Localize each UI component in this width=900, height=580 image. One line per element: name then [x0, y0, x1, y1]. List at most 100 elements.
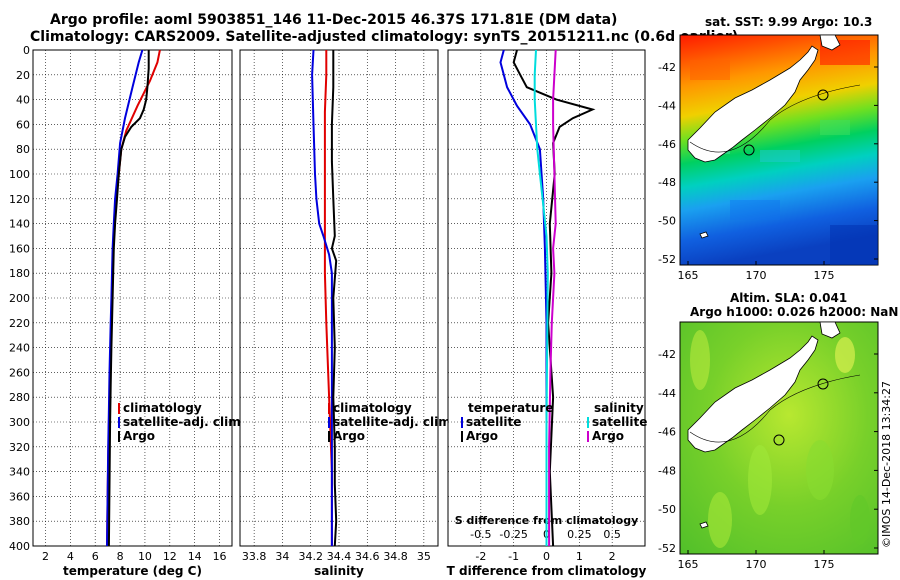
y-tick-label: 120	[9, 193, 30, 206]
x-tick-label: 2	[42, 550, 49, 563]
series-line-satellite-adj-clim-	[311, 49, 333, 546]
series-line-argo	[107, 50, 150, 547]
series-line-s-satellite	[533, 49, 549, 546]
sst-land-north-island	[819, 34, 841, 51]
sst-map: 165 170 175 -42 -44 -46 -48 -50 -52	[658, 34, 879, 282]
x-tick-label: 34.6	[355, 550, 380, 563]
map-x-tick-label: 170	[746, 558, 767, 571]
sla-map-title-line1: Altim. SLA: 0.041	[730, 291, 848, 305]
sst-isobath	[689, 84, 861, 153]
legend-title: temperature	[468, 401, 553, 415]
map-x-tick-label: 165	[678, 269, 699, 282]
profile-panel-1: 2 4 6 8 10 12 14 160204060801001201401601802002…	[9, 44, 245, 578]
map-y-tick-label: -48	[658, 464, 676, 477]
sst-map-title: sat. SST: 9.99 Argo: 10.3	[705, 15, 873, 29]
top-tick-label: -0.25	[499, 528, 527, 541]
y-tick-label: 200	[9, 292, 30, 305]
legend-label: Argo	[592, 429, 624, 443]
legend-label: climatology	[333, 401, 412, 415]
sst-land-south-island	[687, 45, 819, 163]
y-tick-label: 60	[16, 118, 30, 131]
x-tick-label: 4	[67, 550, 74, 563]
legend-label: satellite-adj. clim.	[333, 415, 455, 429]
x-tick-label: 10	[138, 550, 152, 563]
legend-label: satellite	[466, 415, 521, 429]
x-tick-label: 16	[213, 550, 227, 563]
y-tick-label: 40	[16, 94, 30, 107]
sla-axis-ticks: 165 170 175 -42 -44 -46 -48 -50 -52	[658, 348, 878, 571]
figure-title-line1: Argo profile: aoml 5903851_146 11-Dec-20…	[50, 12, 618, 28]
y-tick-label: 280	[9, 391, 30, 404]
x-tick-label: 34.4	[327, 550, 352, 563]
top-tick-label: 0.5	[603, 528, 621, 541]
sla-land-south-island	[687, 335, 819, 453]
map-y-tick-label: -48	[658, 176, 676, 189]
x-tick-label: 34.2	[298, 550, 323, 563]
sst-map-texture	[690, 40, 878, 265]
profile-panels: 2 4 6 8 10 12 14 160204060801001201401601802002…	[9, 44, 647, 578]
y-tick-label: 220	[9, 317, 30, 330]
sst-axis-ticks: 165 170 175 -42 -44 -46 -48 -50 -52	[658, 61, 878, 282]
imos-credit: ©IMOS 14-Dec-2018 13:34:27	[880, 381, 893, 548]
map-x-tick-label: 170	[746, 269, 767, 282]
map-x-tick-label: 175	[814, 269, 835, 282]
sla-map: 165 170 175 -42 -44 -46 -48 -50 -52	[658, 321, 879, 571]
map-y-tick-label: -50	[658, 215, 676, 228]
profile-panel-2: 33.8 34 34.2 34.4 34.6 34.8 35 salinity climatol…	[239, 49, 455, 578]
series-line-argo	[330, 50, 338, 547]
x-tick-label: 2	[609, 550, 616, 563]
legend-label: Argo	[123, 429, 155, 443]
top-tick-label: 0.25	[567, 528, 592, 541]
x-tick-label: 14	[188, 550, 202, 563]
x-tick-label: -2	[475, 550, 486, 563]
x-tick-label: 34.8	[383, 550, 408, 563]
x-axis-label: salinity	[314, 564, 364, 578]
series-line-satellite-adj-clim-	[106, 49, 144, 547]
x-tick-label: -1	[508, 550, 519, 563]
series-line-s-argo	[548, 49, 557, 546]
x-axis-label: temperature (deg C)	[63, 564, 202, 578]
map-y-tick-label: -46	[658, 138, 676, 151]
legend-label: satellite-adj. clim.	[123, 415, 245, 429]
x-tick-label: 12	[163, 550, 177, 563]
sla-map-texture	[690, 330, 870, 548]
map-y-tick-label: -42	[658, 61, 676, 74]
sla-contour-marker	[817, 378, 829, 390]
y-tick-label: 160	[9, 242, 30, 255]
sst-land-stewart-island	[699, 231, 709, 239]
x-tick-label: 8	[117, 550, 124, 563]
y-tick-label: 180	[9, 267, 30, 280]
x-tick-label: 1	[576, 550, 583, 563]
map-y-tick-label: -50	[658, 503, 676, 516]
sst-argo-position-marker	[743, 144, 755, 156]
map-y-tick-label: -44	[658, 387, 676, 400]
legend-label: climatology	[123, 401, 202, 415]
y-tick-label: 360	[9, 490, 30, 503]
legend-title: salinity	[594, 401, 644, 415]
x-tick-label: 33.8	[242, 550, 267, 563]
sla-argo-position-marker	[773, 434, 785, 446]
y-tick-label: 320	[9, 441, 30, 454]
sla-isobath	[689, 374, 861, 443]
legend-label: Argo	[333, 429, 365, 443]
x-tick-label: 35	[417, 550, 431, 563]
y-tick-label: 100	[9, 168, 30, 181]
legend-label: Argo	[466, 429, 498, 443]
y-tick-label: 240	[9, 342, 30, 355]
y-tick-label: 20	[16, 69, 30, 82]
y-tick-label: 400	[9, 540, 30, 553]
map-y-tick-label: -46	[658, 426, 676, 439]
figure-title-line2: Climatology: CARS2009. Satellite-adjuste…	[30, 29, 739, 45]
sla-land-north-island	[819, 321, 841, 339]
legend-label: satellite	[592, 415, 647, 429]
y-tick-label: 340	[9, 466, 30, 479]
map-x-tick-label: 175	[814, 558, 835, 571]
top-tick-label: -0.5	[470, 528, 491, 541]
map-y-tick-label: -44	[658, 99, 676, 112]
map-y-tick-label: -42	[658, 348, 676, 361]
x-tick-label: 6	[92, 550, 99, 563]
x-axis-label: T difference from climatology	[447, 564, 647, 578]
y-tick-label: 80	[16, 143, 30, 156]
